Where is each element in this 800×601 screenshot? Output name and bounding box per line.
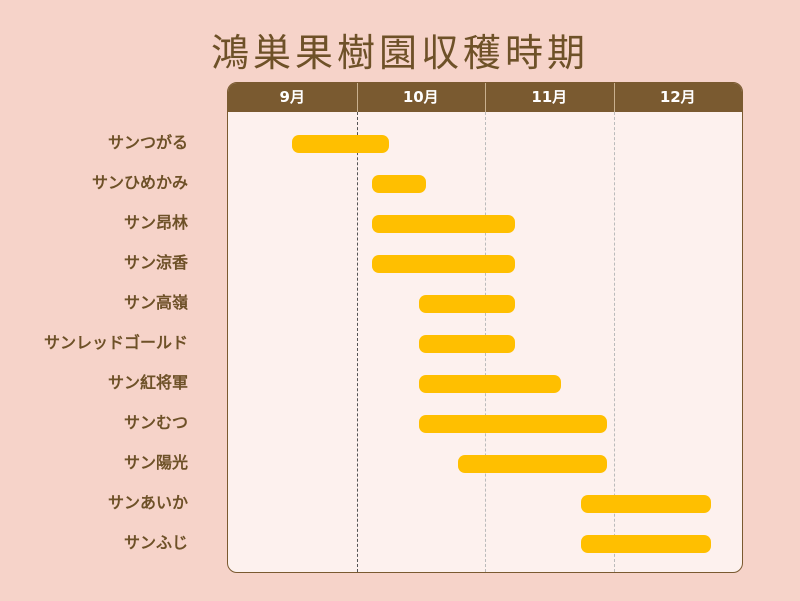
month-gridline xyxy=(356,112,358,572)
variety-label: サンあいか xyxy=(107,493,188,512)
variety-label: サン昂林 xyxy=(123,213,188,232)
month-label: 9月 xyxy=(279,88,305,106)
harvest-bar xyxy=(458,455,608,473)
harvest-bar xyxy=(371,255,515,273)
harvest-bar xyxy=(419,415,608,433)
month-label: 12月 xyxy=(659,88,696,106)
variety-label: サン紅将軍 xyxy=(107,373,188,392)
month-label: 11月 xyxy=(531,88,568,106)
harvest-bar xyxy=(419,375,561,393)
chart-title: 鴻巣果樹園収穫時期 xyxy=(210,31,589,75)
chart-plot-area: 9月 10月 11月 12月 xyxy=(227,82,743,573)
month-header: 9月 10月 11月 12月 xyxy=(228,83,742,112)
month-gridline xyxy=(613,112,615,572)
variety-label: サン高嶺 xyxy=(123,293,188,312)
variety-label: サンレッドゴールド xyxy=(43,333,188,352)
harvest-bar xyxy=(419,295,515,313)
harvest-bar xyxy=(419,335,515,353)
header-separator xyxy=(485,83,486,112)
harvest-bar xyxy=(371,215,515,233)
variety-label: サンひめかみ xyxy=(91,173,188,192)
month-label: 10月 xyxy=(402,88,439,106)
harvest-bar xyxy=(371,175,426,193)
variety-label: サン陽光 xyxy=(123,453,188,472)
variety-label: サンつがる xyxy=(107,133,188,152)
variety-label: サンふじ xyxy=(123,533,188,552)
harvest-bar xyxy=(581,535,712,553)
header-separator xyxy=(613,83,615,112)
variety-label: サン涼香 xyxy=(123,253,188,272)
variety-label: サンむつ xyxy=(123,413,188,432)
header-separator xyxy=(356,83,358,112)
harvest-bar xyxy=(292,135,389,153)
harvest-bar xyxy=(581,495,712,513)
